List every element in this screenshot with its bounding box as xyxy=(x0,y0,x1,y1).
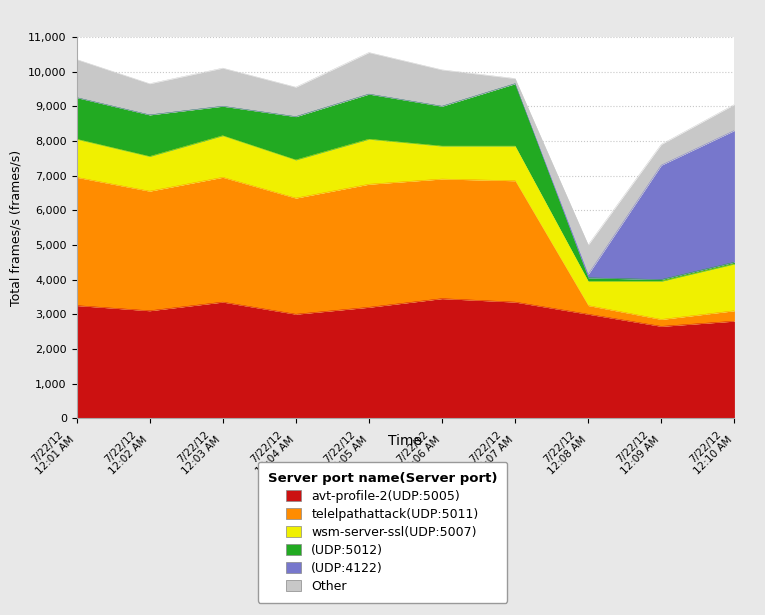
Legend: avt-profile-2(UDP:5005), telelpathattack(UDP:5011), wsm-server-ssl(UDP:5007), (U: avt-profile-2(UDP:5005), telelpathattack… xyxy=(258,462,507,603)
Y-axis label: Total frames/s (frames/s): Total frames/s (frames/s) xyxy=(10,149,23,306)
X-axis label: Time: Time xyxy=(389,531,422,546)
Text: Time: Time xyxy=(389,434,422,448)
